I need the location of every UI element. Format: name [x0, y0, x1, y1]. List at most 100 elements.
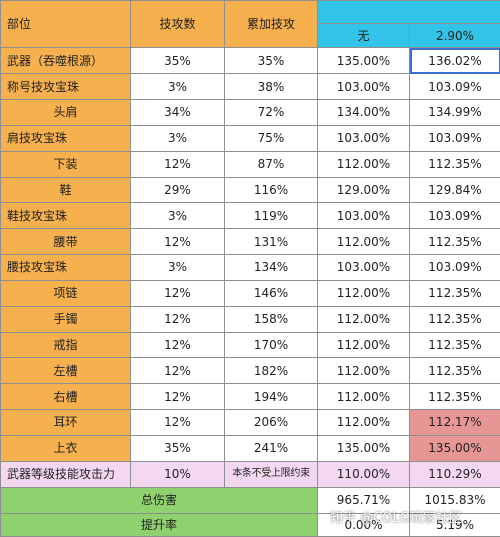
cell-part[interactable]: 鞋 [0, 176, 131, 204]
cell-pct[interactable]: 112.35% [409, 331, 500, 359]
header-skill-atk[interactable]: 技攻数 [130, 0, 225, 49]
cell-none[interactable]: 129.00% [317, 176, 410, 204]
total-row-label[interactable]: 总伤害 [0, 486, 318, 514]
cell-skill-atk[interactable]: 12% [130, 383, 225, 411]
cell-none[interactable]: 135.00% [317, 47, 410, 75]
header-pct[interactable]: 2.90% [409, 23, 500, 49]
cell-pct[interactable]: 112.35% [409, 150, 500, 178]
cell-none[interactable]: 134.00% [317, 99, 410, 126]
cell-none[interactable]: 112.00% [317, 279, 410, 307]
cell-none[interactable]: 103.00% [317, 202, 410, 230]
cell-part[interactable]: 戒指 [0, 331, 131, 359]
cell-pct[interactable]: 136.02% [409, 47, 500, 75]
cell-pct[interactable]: 112.35% [409, 305, 500, 333]
total-row-none[interactable]: 965.71% [317, 486, 410, 514]
cell-part[interactable]: 耳环 [0, 409, 131, 436]
cell-pct[interactable]: 134.99% [409, 99, 500, 126]
cell-part[interactable]: 项链 [0, 279, 131, 307]
header-none[interactable]: 无 [317, 23, 410, 49]
header-part[interactable]: 部位 [0, 0, 131, 49]
cell-cumulative[interactable]: 本条不受上限约束 [224, 460, 318, 488]
cell-pct[interactable]: 103.09% [409, 124, 500, 152]
cell-part[interactable]: 头肩 [0, 99, 131, 126]
cell-pct[interactable]: 103.09% [409, 202, 500, 230]
cell-none[interactable]: 103.00% [317, 73, 410, 101]
cell-none[interactable]: 103.00% [317, 124, 410, 152]
total-row-pct[interactable]: 1015.83% [409, 486, 500, 514]
cell-cumulative[interactable]: 206% [224, 409, 318, 436]
cell-none[interactable]: 135.00% [317, 434, 410, 462]
cell-none[interactable]: 110.00% [317, 460, 410, 488]
cell-none[interactable]: 112.00% [317, 305, 410, 333]
cell-part[interactable]: 肩技攻宝珠 [0, 124, 131, 152]
cell-skill-atk[interactable]: 3% [130, 254, 225, 281]
cell-cumulative[interactable]: 146% [224, 279, 318, 307]
cell-pct[interactable]: 129.84% [409, 176, 500, 204]
cell-pct[interactable]: 112.35% [409, 228, 500, 256]
cell-none[interactable]: 112.00% [317, 357, 410, 385]
cell-pct[interactable]: 110.29% [409, 460, 500, 488]
cell-cumulative[interactable]: 87% [224, 150, 318, 178]
cell-cumulative[interactable]: 241% [224, 434, 318, 462]
cell-part[interactable]: 称号技攻宝珠 [0, 73, 131, 101]
cell-skill-atk[interactable]: 34% [130, 99, 225, 126]
cell-pct[interactable]: 112.35% [409, 357, 500, 385]
cell-cumulative[interactable]: 158% [224, 305, 318, 333]
cell-skill-atk[interactable]: 12% [130, 228, 225, 256]
cell-none[interactable]: 112.00% [317, 383, 410, 411]
cell-none[interactable]: 112.00% [317, 331, 410, 359]
cell-skill-atk[interactable]: 10% [130, 460, 225, 488]
cell-none[interactable]: 112.00% [317, 228, 410, 256]
cell-skill-atk[interactable]: 3% [130, 73, 225, 101]
cell-cumulative[interactable]: 75% [224, 124, 318, 152]
cell-none[interactable]: 112.00% [317, 409, 410, 436]
cell-part[interactable]: 上衣 [0, 434, 131, 462]
cell-skill-atk[interactable]: 3% [130, 202, 225, 230]
cell-cumulative[interactable]: 134% [224, 254, 318, 281]
header-blank-bar[interactable] [317, 0, 500, 25]
cell-skill-atk[interactable]: 29% [130, 176, 225, 204]
cell-pct[interactable]: 112.17% [409, 409, 500, 436]
cell-cumulative[interactable]: 116% [224, 176, 318, 204]
total-row: 总伤害 965.71% 1015.83% [0, 486, 500, 514]
cell-part[interactable]: 武器等级技能攻击力 [0, 460, 131, 488]
cell-part[interactable]: 左槽 [0, 357, 131, 385]
header-cumulative[interactable]: 累加技攻 [224, 0, 318, 49]
cell-cumulative[interactable]: 170% [224, 331, 318, 359]
cell-part[interactable]: 下装 [0, 150, 131, 178]
cell-skill-atk[interactable]: 12% [130, 150, 225, 178]
cell-skill-atk[interactable]: 12% [130, 279, 225, 307]
rate-row-label[interactable]: 提升率 [0, 512, 318, 537]
cell-pct[interactable]: 112.35% [409, 279, 500, 307]
cell-part[interactable]: 手镯 [0, 305, 131, 333]
cell-none[interactable]: 103.00% [317, 254, 410, 281]
cell-pct[interactable]: 103.09% [409, 254, 500, 281]
cell-part[interactable]: 腰带 [0, 228, 131, 256]
cell-part[interactable]: 武器（吞噬根源） [0, 47, 131, 75]
cell-cumulative[interactable]: 119% [224, 202, 318, 230]
rate-row-pct[interactable]: 5.19% [409, 512, 500, 537]
cell-skill-atk[interactable]: 35% [130, 47, 225, 75]
cell-skill-atk[interactable]: 35% [130, 434, 225, 462]
cell-cumulative[interactable]: 194% [224, 383, 318, 411]
cell-pct[interactable]: 135.00% [409, 434, 500, 462]
cell-cumulative[interactable]: 38% [224, 73, 318, 101]
cell-skill-atk[interactable]: 12% [130, 357, 225, 385]
cell-part[interactable]: 右槽 [0, 383, 131, 411]
cell-cumulative[interactable]: 72% [224, 99, 318, 126]
cell-skill-atk[interactable]: 3% [130, 124, 225, 152]
cell-cumulative[interactable]: 182% [224, 357, 318, 385]
cell-skill-atk[interactable]: 12% [130, 409, 225, 436]
cell-skill-atk[interactable]: 12% [130, 305, 225, 333]
cell-skill-atk[interactable]: 12% [130, 331, 225, 359]
cell-part[interactable]: 鞋技攻宝珠 [0, 202, 131, 230]
cell-cumulative[interactable]: 35% [224, 47, 318, 75]
table-row: 称号技攻宝珠 3% 38% 103.00% 103.09% [0, 73, 500, 101]
cell-part[interactable]: 腰技攻宝珠 [0, 254, 131, 281]
cell-pct[interactable]: 103.09% [409, 73, 500, 101]
cell-pct[interactable]: 112.35% [409, 383, 500, 411]
cell-cumulative[interactable]: 131% [224, 228, 318, 256]
cell-none[interactable]: 112.00% [317, 150, 410, 178]
rate-row-none[interactable]: 0.00% [317, 512, 410, 537]
